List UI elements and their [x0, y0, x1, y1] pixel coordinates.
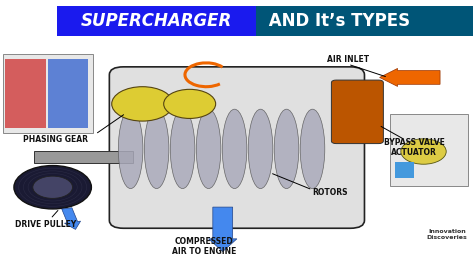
FancyArrow shape [380, 68, 440, 86]
FancyBboxPatch shape [5, 59, 46, 128]
Circle shape [164, 89, 216, 118]
Text: PHASING GEAR: PHASING GEAR [23, 135, 88, 144]
FancyBboxPatch shape [57, 6, 256, 36]
FancyBboxPatch shape [391, 114, 468, 186]
Circle shape [33, 176, 73, 198]
Ellipse shape [196, 109, 221, 189]
Text: SUPERCHARGER: SUPERCHARGER [81, 12, 232, 30]
Circle shape [14, 165, 91, 209]
Text: BYPASS VALVE
ACTUATOR: BYPASS VALVE ACTUATOR [383, 138, 445, 157]
FancyArrow shape [209, 207, 237, 252]
Ellipse shape [170, 109, 195, 189]
FancyBboxPatch shape [34, 151, 133, 163]
Ellipse shape [274, 109, 299, 189]
FancyBboxPatch shape [395, 162, 414, 178]
Ellipse shape [248, 109, 273, 189]
Circle shape [112, 87, 173, 121]
Text: COMPRESSED
AIR TO ENGINE: COMPRESSED AIR TO ENGINE [172, 236, 236, 256]
FancyBboxPatch shape [331, 80, 383, 144]
Text: AND It’s TYPES: AND It’s TYPES [263, 12, 410, 30]
Ellipse shape [118, 109, 143, 189]
Circle shape [401, 139, 446, 164]
FancyBboxPatch shape [48, 59, 88, 128]
FancyBboxPatch shape [256, 6, 473, 36]
Text: ROTORS: ROTORS [312, 188, 348, 197]
Text: AIR INLET: AIR INLET [327, 55, 369, 64]
Ellipse shape [222, 109, 247, 189]
Ellipse shape [300, 109, 325, 189]
FancyArrow shape [62, 208, 81, 229]
Text: DRIVE PULLEY: DRIVE PULLEY [15, 220, 76, 229]
FancyBboxPatch shape [109, 67, 365, 228]
Text: Innovation
Discoveries: Innovation Discoveries [427, 230, 467, 240]
Ellipse shape [144, 109, 169, 189]
FancyBboxPatch shape [3, 54, 93, 133]
